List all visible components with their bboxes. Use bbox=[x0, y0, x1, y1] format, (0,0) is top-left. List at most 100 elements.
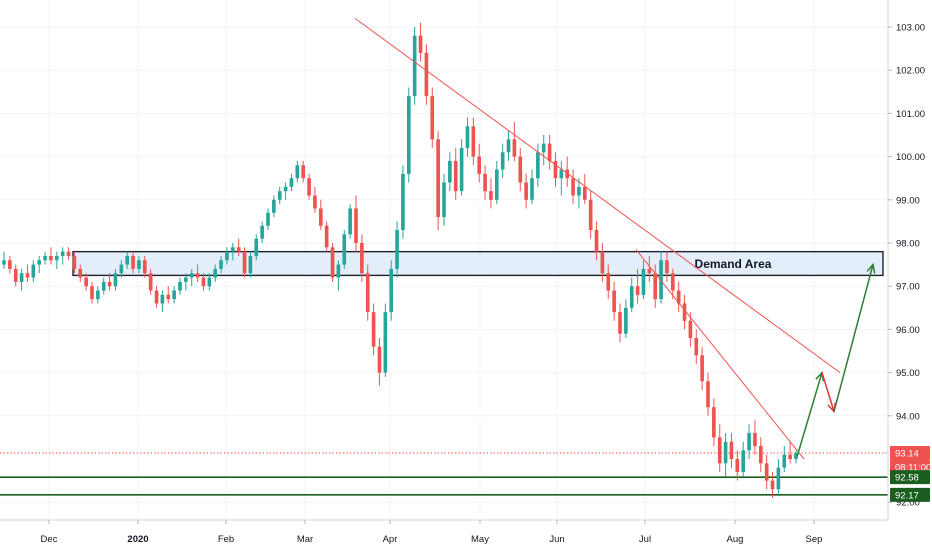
y-tick-label: 98.00 bbox=[896, 239, 920, 250]
candle-body bbox=[49, 255, 53, 261]
trend-drawings bbox=[354, 17, 876, 460]
candle-body bbox=[412, 35, 417, 97]
candle-body bbox=[618, 312, 622, 334]
candle-body bbox=[172, 290, 176, 300]
trendline-minor[interactable] bbox=[635, 249, 805, 460]
candle-body bbox=[764, 463, 769, 481]
candle-body bbox=[688, 320, 693, 339]
candle-body bbox=[248, 255, 253, 274]
candle-body bbox=[717, 437, 722, 464]
projection-down-path bbox=[821, 372, 835, 412]
candle-body bbox=[577, 186, 581, 196]
candle-body bbox=[635, 286, 640, 295]
candle-body bbox=[84, 277, 88, 287]
candle-body bbox=[424, 52, 429, 97]
candle-body bbox=[289, 178, 294, 187]
x-tick-label: Jun bbox=[549, 534, 564, 545]
candle-body bbox=[142, 260, 147, 274]
candle-body bbox=[178, 281, 182, 291]
x-tick-label: Apr bbox=[383, 534, 398, 545]
candle-body bbox=[2, 260, 6, 265]
candle-body bbox=[612, 290, 616, 313]
projection-up-1-path bbox=[796, 372, 823, 458]
candle-body bbox=[236, 247, 241, 252]
candle-body bbox=[324, 225, 329, 248]
candle-body bbox=[137, 260, 141, 269]
candle-body bbox=[448, 160, 452, 183]
candle-body bbox=[43, 255, 47, 261]
candle-body bbox=[207, 277, 212, 287]
y-tick-label: 96.00 bbox=[896, 325, 920, 336]
candle-body bbox=[588, 199, 593, 231]
candle-body bbox=[154, 290, 159, 304]
support-upper-value: 92.58 bbox=[895, 473, 919, 484]
candle-body bbox=[195, 273, 200, 278]
candle-body bbox=[776, 467, 781, 490]
x-tick-label: Mar bbox=[297, 534, 313, 545]
candle-body bbox=[794, 452, 798, 459]
candle-body bbox=[213, 268, 218, 278]
candle-body bbox=[37, 260, 42, 265]
candle-body bbox=[184, 277, 188, 282]
candle-body bbox=[131, 255, 135, 269]
y-tick-label: 94.00 bbox=[896, 411, 920, 422]
candle-body bbox=[301, 165, 306, 179]
candle-body bbox=[729, 441, 734, 459]
candle-body bbox=[148, 273, 153, 291]
candle-body bbox=[266, 212, 270, 226]
candle-body bbox=[242, 251, 247, 274]
candle-body bbox=[659, 260, 663, 300]
candle-body bbox=[653, 273, 658, 300]
candle-body bbox=[283, 186, 288, 192]
candle-body bbox=[600, 251, 605, 274]
candle-body bbox=[113, 273, 118, 287]
candle-body bbox=[512, 139, 517, 157]
candle-body bbox=[72, 255, 77, 269]
candle-body bbox=[665, 260, 669, 274]
candle-body bbox=[318, 208, 323, 226]
current-price-value: 93.14 bbox=[895, 448, 919, 459]
candle-body bbox=[453, 160, 458, 192]
candle-body bbox=[530, 178, 534, 200]
candle-body bbox=[483, 173, 487, 192]
candle-body bbox=[706, 381, 710, 408]
candle-body bbox=[60, 251, 65, 256]
candle-body bbox=[694, 338, 699, 356]
y-tick-label: 100.00 bbox=[896, 152, 925, 163]
candle-body bbox=[371, 312, 376, 347]
candle-body bbox=[383, 312, 388, 373]
candle-body bbox=[78, 268, 83, 278]
support-lower-value: 92.17 bbox=[895, 490, 919, 501]
candle-body bbox=[700, 355, 704, 382]
y-tick-label: 99.00 bbox=[896, 195, 920, 206]
candle-body bbox=[219, 260, 223, 269]
candle-body bbox=[712, 407, 716, 438]
candle-body bbox=[54, 255, 59, 261]
candle-body bbox=[518, 156, 523, 183]
candle-body bbox=[442, 182, 446, 218]
y-tick-label: 92.00 bbox=[896, 498, 920, 509]
demand-zone-label: Demand Area bbox=[695, 257, 772, 271]
candle-body bbox=[553, 160, 558, 179]
candle-body bbox=[477, 156, 482, 174]
price-axis[interactable]: 103.00 102.00 101.00 100.00 99.00 98.00 97.00 9… bbox=[888, 23, 925, 509]
y-tick-label: 97.00 bbox=[896, 282, 920, 293]
candle-body bbox=[465, 126, 470, 148]
price-badges: 93.14 08:11:00 92.58 92.17 bbox=[890, 445, 931, 502]
time-axis[interactable]: Dec 2020 Feb Mar Apr May Jun Jul Aug Sep bbox=[41, 520, 823, 545]
candlestick-series bbox=[2, 22, 798, 498]
candle-body bbox=[348, 208, 352, 235]
candle-body bbox=[201, 277, 206, 287]
x-tick-label: 2020 bbox=[127, 534, 148, 545]
candle-body bbox=[230, 247, 235, 252]
candle-body bbox=[401, 173, 405, 231]
trendline-major[interactable] bbox=[354, 17, 841, 374]
candle-body bbox=[189, 273, 194, 278]
candle-body bbox=[96, 290, 100, 300]
support-lower-badge bbox=[890, 487, 930, 502]
candle-body bbox=[723, 441, 728, 464]
candle-body bbox=[307, 178, 311, 196]
x-tick-label: Aug bbox=[727, 534, 744, 545]
y-tick-label: 95.00 bbox=[896, 368, 920, 379]
